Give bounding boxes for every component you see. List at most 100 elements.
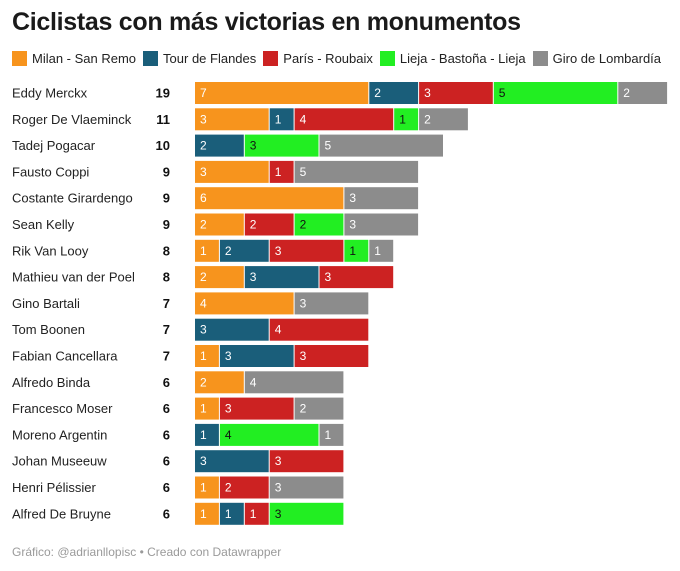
total-label: 7: [163, 322, 170, 337]
cyclist-name: Fabian Cancellara: [12, 349, 118, 364]
bar-segment-lieja-bastona-lieja: [294, 213, 344, 236]
segment-value-label: 2: [424, 112, 431, 126]
segment-value-label: 1: [200, 244, 207, 258]
cyclist-name: Costante Girardengo: [12, 191, 133, 206]
bar-segment-tour-de-flandes: [195, 318, 269, 341]
bar-segment-milan-san-remo: [195, 82, 369, 104]
total-label: 6: [163, 401, 170, 416]
bar-segment-lieja-bastona-lieja: [394, 108, 419, 131]
segment-value-label: 1: [275, 165, 282, 179]
legend-item-lieja-bastona-lieja: Lieja - Bastoña - Lieja: [379, 51, 526, 66]
total-label: 6: [163, 480, 170, 495]
total-label: 6: [163, 506, 170, 521]
cyclist-name: Alfred De Bruyne: [12, 506, 111, 521]
bar-row-rik-van-looy: Rik Van Looy 8 1 2 3 1 1: [12, 239, 394, 262]
cyclist-name: Rik Van Looy: [12, 243, 89, 258]
total-label: 8: [163, 243, 170, 258]
legend-swatch: [12, 51, 27, 66]
bar-segment-tour-de-flandes: [195, 134, 244, 157]
bar-segment-paris-roubaix: [219, 476, 269, 499]
bar-row-eddy-merckx: Eddy Merckx 19 7 2 3 5 2: [12, 82, 668, 104]
bar-segment-tour-de-flandes: [195, 423, 219, 446]
bar-segment-giro-de-lombardia: [244, 371, 344, 394]
legend-item-paris-roubaix: París - Roubaix: [263, 51, 373, 66]
bar-segment-tour-de-flandes: [219, 502, 244, 525]
legend-label: París - Roubaix: [283, 51, 373, 66]
bar-segment-milan-san-remo: [195, 397, 219, 420]
segment-value-label: 3: [275, 481, 282, 495]
legend-swatch: [143, 51, 159, 66]
cyclist-name: Tadej Pogacar: [12, 138, 96, 153]
bar-row-henri-pelissier: Henri Pélissier 6 1 2 3: [12, 476, 344, 499]
segment-value-label: 3: [300, 296, 307, 310]
bar-segment-milan-san-remo: [195, 476, 219, 499]
cyclist-name: Johan Museeuw: [12, 454, 107, 469]
segment-value-label: 1: [200, 402, 207, 416]
legend-label: Milan - San Remo: [32, 51, 137, 66]
footer-credit: Creado con Datawrapper: [147, 545, 282, 559]
bar-segment-milan-san-remo: [195, 108, 269, 131]
segment-value-label: 5: [325, 139, 332, 153]
bar-segment-tour-de-flandes: [269, 108, 294, 131]
segment-value-label: 1: [399, 112, 406, 126]
segment-value-label: 2: [300, 402, 307, 416]
bar-segment-giro-de-lombardia: [344, 187, 419, 210]
segment-value-label: 5: [300, 165, 307, 179]
segment-value-label: 2: [225, 244, 232, 258]
segment-value-label: 1: [250, 507, 257, 521]
legend-item-giro-de-lombardia: Giro de Lombardía: [532, 51, 661, 66]
segment-value-label: 3: [275, 454, 282, 468]
segment-value-label: 2: [225, 481, 232, 495]
segment-value-label: 3: [225, 349, 232, 363]
bar-row-francesco-moser: Francesco Moser 6 1 3 2: [12, 397, 344, 420]
segment-value-label: 3: [275, 507, 282, 521]
total-label: 10: [156, 138, 170, 153]
cyclist-name: Gino Bartali: [12, 296, 80, 311]
segment-value-label: 3: [424, 86, 431, 100]
segment-value-label: 1: [200, 481, 207, 495]
bar-segment-lieja-bastona-lieja: [493, 82, 618, 104]
bar-segment-tour-de-flandes: [219, 345, 294, 367]
segment-value-label: 1: [200, 349, 207, 363]
cyclist-name: Eddy Merckx: [12, 86, 88, 101]
segment-value-label: 4: [300, 112, 307, 126]
bar-segment-giro-de-lombardia: [419, 108, 468, 131]
bar-segment-giro-de-lombardia: [294, 397, 344, 420]
segment-value-label: 3: [200, 323, 207, 337]
bar-row-alfred-de-bruyne: Alfred De Bruyne 6 1 1 1 3: [12, 502, 344, 525]
segment-value-label: 1: [200, 507, 207, 521]
segment-value-label: 2: [250, 218, 257, 232]
segment-value-label: 7: [200, 86, 207, 100]
bar-segment-paris-roubaix: [269, 318, 369, 341]
total-label: 6: [163, 427, 170, 442]
bar-segment-tour-de-flandes: [219, 239, 269, 262]
segment-value-label: 3: [349, 218, 356, 232]
bar-segment-paris-roubaix: [294, 345, 369, 367]
legend-item-tour-de-flandes: Tour de Flandes: [143, 51, 256, 66]
bar-segment-paris-roubaix: [269, 450, 344, 473]
segment-value-label: 2: [200, 139, 207, 153]
segment-value-label: 4: [275, 323, 282, 337]
chart-footer: Gráfico: @adrianllopisc • Creado con Dat…: [12, 545, 281, 559]
bar-segment-paris-roubaix: [244, 502, 269, 525]
total-label: 6: [163, 454, 170, 469]
bar-row-sean-kelly: Sean Kelly 9 2 2 2 3: [12, 213, 419, 236]
total-label: 11: [156, 112, 170, 127]
bar-row-alfredo-binda: Alfredo Binda 6 2 4: [12, 371, 344, 394]
segment-value-label: 2: [200, 218, 207, 232]
segment-value-label: 4: [250, 375, 257, 389]
segment-value-label: 4: [200, 296, 207, 310]
bar-segment-tour-de-flandes: [369, 82, 419, 104]
segment-value-label: 4: [225, 428, 232, 442]
bar-segment-paris-roubaix: [244, 213, 294, 236]
bar-segment-lieja-bastona-lieja: [244, 134, 319, 157]
cyclist-name: Roger De Vlaeminck: [12, 112, 132, 127]
legend-label: Tour de Flandes: [163, 51, 257, 66]
segment-value-label: 5: [499, 86, 506, 100]
legend-swatch: [263, 51, 279, 66]
total-label: 6: [163, 375, 170, 390]
segment-value-label: 3: [200, 165, 207, 179]
bar-row-tadej-pogacar: Tadej Pogacar 10 2 3 5: [12, 134, 443, 157]
legend-label: Lieja - Bastoña - Lieja: [399, 51, 526, 66]
